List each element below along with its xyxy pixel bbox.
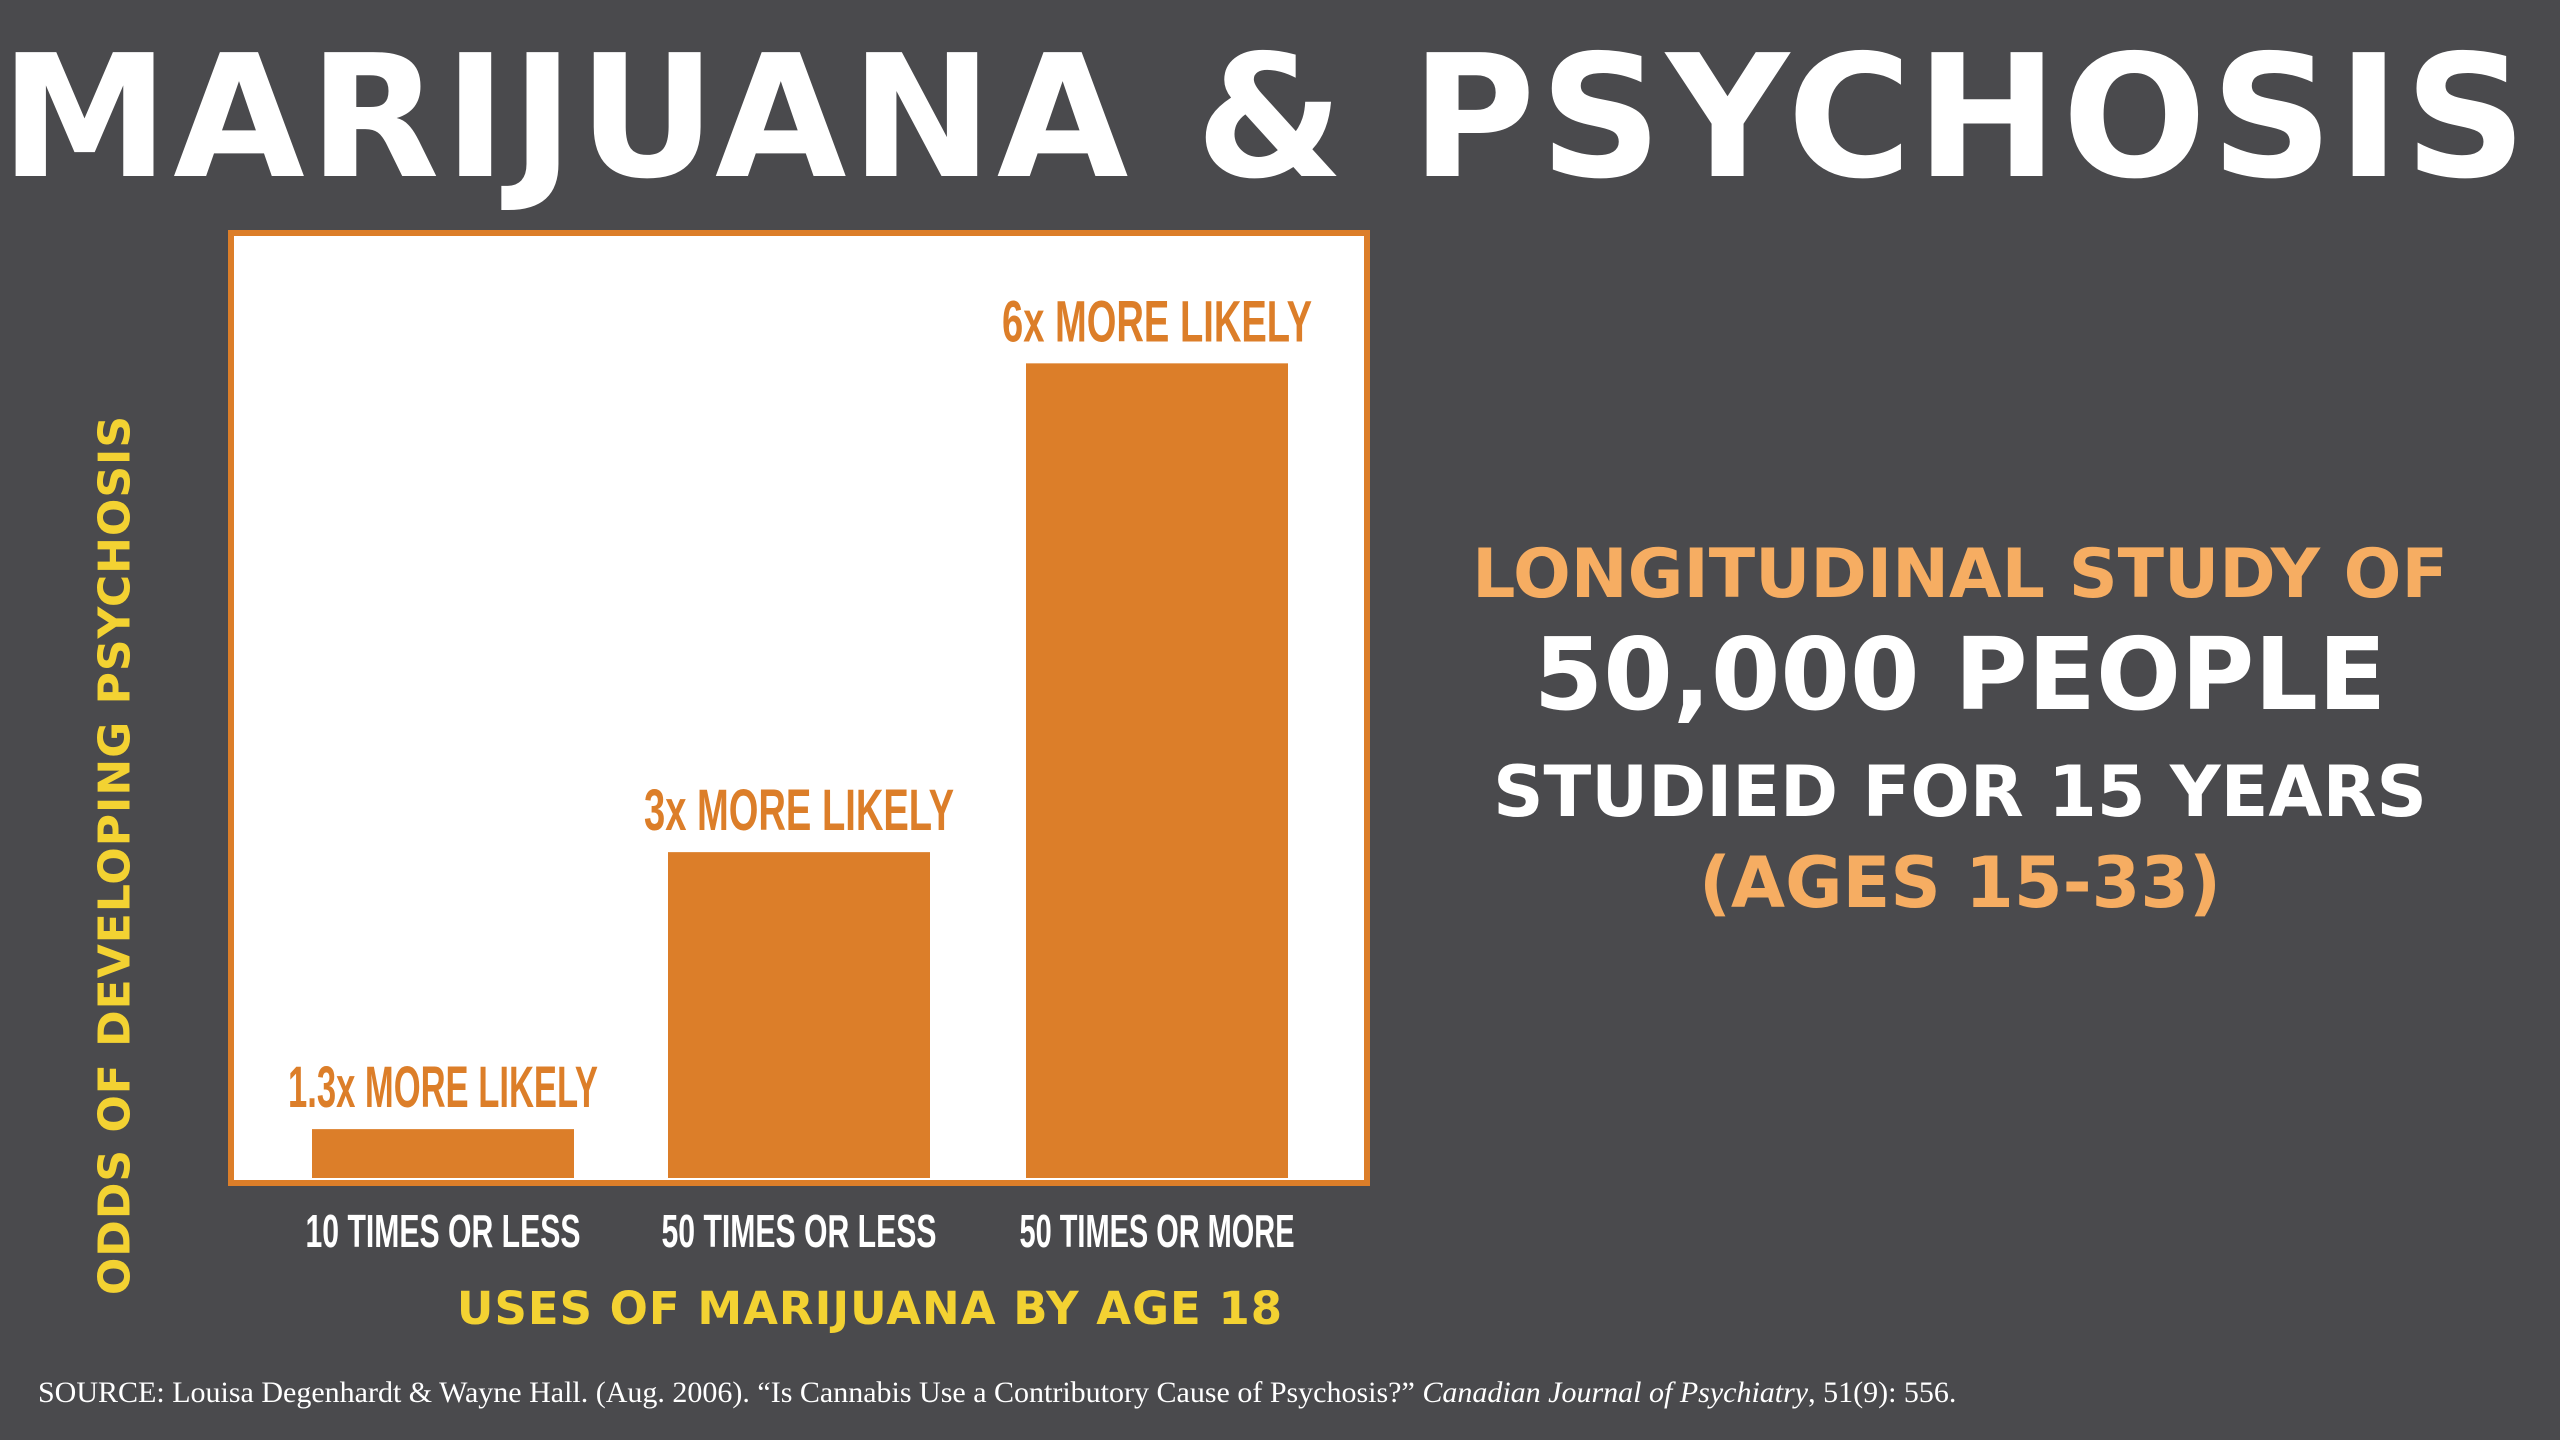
source-citation: SOURCE: Louisa Degenhardt & Wayne Hall. … [38,1376,1956,1410]
x-tick-label-2: 50 TIMES OR LESS [662,1205,937,1257]
source-journal: Canadian Journal of Psychiatry [1422,1376,1809,1409]
bar-2 [668,852,930,1178]
study-info-line-4: (AGES 15-33) [1698,842,2222,924]
bar-1 [312,1129,574,1178]
study-info-line-2: 50,000 PEOPLE [1533,616,2387,733]
bar-data-label-2: 3x MORE LIKELY [644,778,954,843]
study-info-line-3: STUDIED FOR 15 YEARS [1493,751,2427,833]
bar-data-label-3: 6x MORE LIKELY [1002,289,1312,354]
source-suffix: , 51(9): 556. [1808,1376,1957,1409]
x-tick-label-1: 10 TIMES OR LESS [306,1205,581,1257]
x-tick-label-3: 50 TIMES OR MORE [1020,1205,1295,1257]
study-info-line-1: LONGITUDINAL STUDY OF [1472,535,2448,614]
x-axis-label: USES OF MARIJUANA BY AGE 18 [456,1282,1284,1335]
bars-layer: 1.3x MORE LIKELY 10 TIMES OR LESS 3x MORE … [288,289,1312,1257]
source-prefix: SOURCE: Louisa Degenhardt & Wayne Hall. … [38,1376,1423,1409]
y-axis-label: ODDS OF DEVELOPING PSYCHOSIS [89,414,141,1296]
study-info: LONGITUDINAL STUDY OF 50,000 PEOPLE STUD… [1420,530,2500,926]
bar-data-label-1: 1.3x MORE LIKELY [288,1055,598,1120]
bar-3 [1026,363,1288,1178]
